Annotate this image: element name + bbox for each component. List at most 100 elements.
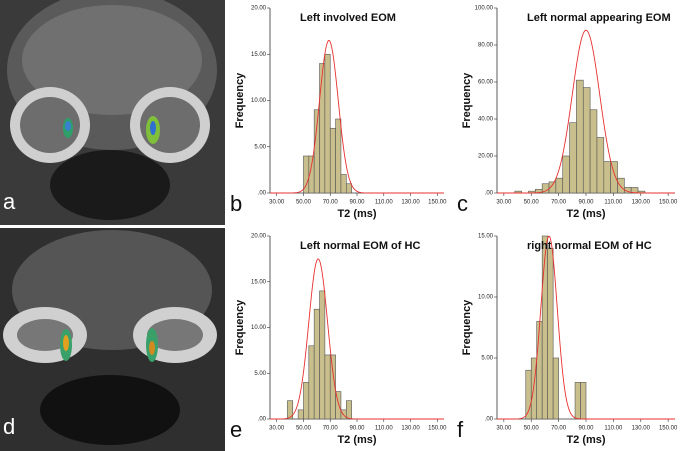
- panel-label: f: [457, 417, 464, 442]
- histogram-bar: [345, 183, 352, 194]
- x-tick-label: 70.00: [323, 200, 339, 206]
- histogram-bar: [319, 290, 326, 420]
- x-tick-label: 150.00: [659, 426, 678, 432]
- x-tick-label: 90.00: [349, 200, 365, 206]
- x-axis-label: T2 (ms): [566, 434, 605, 446]
- histogram-bar: [536, 321, 543, 420]
- x-tick-label: 90.00: [349, 426, 365, 432]
- histogram-bar: [552, 357, 559, 420]
- histogram-panel: .00 20.00 40.00 60.00 80.00 100.00 30.00 50.00 7…: [457, 6, 678, 220]
- x-tick-label: 50.00: [296, 426, 312, 432]
- histogram-bar: [547, 247, 554, 420]
- y-tick-label: .00: [258, 417, 267, 423]
- histogram-bar: [287, 400, 294, 420]
- y-axis-label: Frequency: [461, 299, 473, 356]
- x-tick-label: 110.00: [604, 200, 623, 206]
- y-tick-label: .00: [258, 191, 267, 197]
- y-tick-label: 20.00: [251, 6, 267, 12]
- x-tick-label: 30.00: [496, 426, 512, 432]
- y-tick-label: 20.00: [251, 234, 267, 240]
- y-tick-label: .00: [485, 191, 494, 197]
- histogram-bar: [303, 382, 310, 420]
- histogram-bar: [297, 409, 304, 420]
- panel-label: d: [3, 414, 15, 439]
- histogram-bar: [574, 382, 581, 420]
- x-tick-label: 30.00: [269, 200, 285, 206]
- histogram-bar: [319, 63, 326, 194]
- normal-curve: [497, 235, 675, 420]
- panel-label: e: [230, 417, 242, 442]
- x-tick-label: 90.00: [578, 200, 594, 206]
- x-tick-label: 50.00: [296, 200, 312, 206]
- histogram-bar: [603, 161, 611, 194]
- x-axis-label: T2 (ms): [566, 208, 605, 220]
- histogram-bar: [541, 235, 548, 420]
- x-tick-label: 130.00: [632, 200, 651, 206]
- y-tick-label: 10.00: [251, 325, 267, 331]
- histogram-bar: [329, 127, 336, 194]
- histogram-bar: [617, 177, 625, 194]
- x-tick-label: 150.00: [428, 426, 447, 432]
- histogram-bar: [324, 354, 331, 420]
- x-tick-label: 70.00: [323, 426, 339, 432]
- histogram-bar: [589, 109, 598, 194]
- histogram-panel: .00 5.00 10.00 15.00 20.00 30.00 50.00 70.00 90.…: [230, 234, 447, 446]
- panel-label: a: [3, 189, 16, 214]
- x-tick-label: 70.00: [551, 426, 567, 432]
- normal-curve: [497, 29, 675, 194]
- chart-title: Left involved EOM: [300, 12, 396, 24]
- histogram-bar: [562, 155, 570, 194]
- y-axis-label: Frequency: [234, 72, 246, 129]
- y-tick-label: 10.00: [478, 295, 494, 301]
- histogram-bar: [582, 87, 591, 194]
- y-tick-label: 15.00: [478, 234, 494, 240]
- x-tick-label: 150.00: [428, 200, 447, 206]
- y-tick-label: 60.00: [478, 80, 494, 86]
- histogram-bar: [308, 345, 315, 420]
- y-tick-label: 20.00: [478, 154, 494, 160]
- y-tick-label: 15.00: [251, 52, 267, 58]
- x-tick-label: 70.00: [551, 200, 567, 206]
- panel-label: b: [230, 191, 242, 216]
- y-tick-label: 5.00: [254, 144, 266, 150]
- x-tick-label: 130.00: [401, 200, 420, 206]
- histogram-bar: [345, 400, 352, 420]
- normal-curve: [270, 258, 444, 420]
- y-axis-label: Frequency: [461, 72, 473, 129]
- y-tick-label: 5.00: [481, 356, 493, 362]
- histogram-bar: [555, 177, 564, 194]
- histogram-bar: [324, 53, 331, 194]
- normal-curve: [270, 39, 444, 194]
- x-tick-label: 30.00: [269, 426, 285, 432]
- y-tick-label: 15.00: [251, 279, 267, 285]
- histogram-bar: [610, 161, 618, 194]
- histogram-bar: [580, 382, 587, 420]
- y-tick-label: 5.00: [254, 371, 266, 377]
- x-tick-label: 150.00: [659, 200, 678, 206]
- histogram-bar: [569, 122, 577, 194]
- x-axis-label: T2 (ms): [337, 434, 376, 446]
- y-tick-label: 40.00: [478, 117, 494, 123]
- x-tick-label: 90.00: [578, 426, 594, 432]
- x-tick-label: 50.00: [524, 426, 540, 432]
- panel-label: c: [457, 191, 468, 216]
- x-axis-label: T2 (ms): [337, 208, 376, 220]
- x-tick-label: 130.00: [632, 426, 651, 432]
- histogram-panel: .00 5.00 10.00 15.00 20.00 30.00 50.00 70.00 90.…: [230, 6, 447, 220]
- histogram-bar: [313, 308, 320, 420]
- x-tick-label: 110.00: [375, 426, 394, 432]
- histogram-bar: [335, 391, 342, 420]
- histogram-bar: [335, 118, 342, 194]
- histogram-bar: [329, 354, 336, 420]
- x-tick-label: 110.00: [604, 426, 623, 432]
- x-tick-label: 30.00: [496, 200, 512, 206]
- chart-title: Left normal EOM of HC: [300, 240, 420, 252]
- y-tick-label: 10.00: [251, 98, 267, 104]
- y-tick-label: 100.00: [475, 6, 494, 12]
- histogram-bar: [596, 137, 605, 194]
- chart-title: Left normal appearing EOM: [527, 12, 671, 24]
- y-tick-label: 80.00: [478, 43, 494, 49]
- chart-title: right normal EOM of HC: [527, 240, 652, 252]
- mri-image-top: [0, 0, 225, 225]
